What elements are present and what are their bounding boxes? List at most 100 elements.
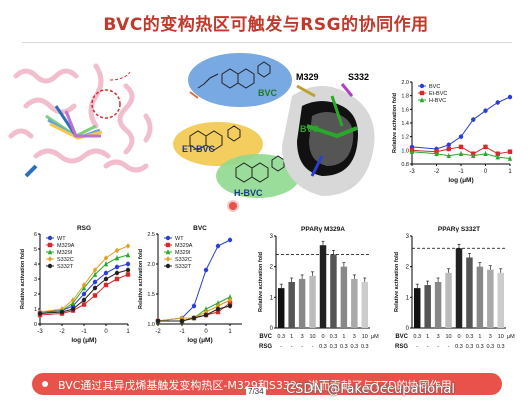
data-point [227, 303, 233, 309]
data-point [81, 291, 87, 297]
data-point [81, 285, 87, 291]
legend-label: Et-BVC [429, 91, 447, 97]
data-point [179, 318, 185, 324]
x-tick-label: -3 [409, 169, 415, 175]
bar [445, 272, 452, 328]
y-tick-label: 2.0 [147, 262, 155, 268]
watermark: CSDN @FakeOccupational [286, 382, 455, 397]
data-point [191, 315, 197, 321]
data-point [227, 294, 233, 300]
data-point [215, 303, 221, 309]
legend-marker [419, 83, 425, 89]
chart-title: PPARγ S332T [438, 226, 480, 233]
rsg-dose-label: 0.3 [466, 344, 474, 350]
legend-marker [165, 256, 171, 262]
data-point [471, 117, 476, 122]
legend-marker [47, 249, 53, 255]
data-point [103, 282, 109, 288]
legend-label: M329A [57, 243, 75, 249]
data-point [471, 153, 476, 158]
bvc-dose-label: 1 [342, 334, 345, 340]
legend-marker [165, 235, 171, 241]
bar [330, 254, 337, 328]
conclusion-text: BVC通过其异戊烯基触发变构热区-M329和S332，进而贡献了与TZD的协同作… [58, 379, 452, 392]
bar [455, 248, 463, 328]
x-tick-label: 1 [228, 329, 232, 335]
legend-label: WT [57, 236, 66, 242]
data-point [92, 285, 98, 291]
data-point [103, 276, 109, 282]
compound-bubbles: BVC ET-BVC H-BVC [173, 53, 300, 198]
bvc-compound-label: BVC [258, 88, 278, 98]
data-point [434, 151, 439, 156]
x-axis-label: log (μM) [71, 337, 96, 344]
data-point [125, 261, 131, 267]
data-point [507, 94, 513, 100]
chart-s332t: 0 1 2 3 PPARγ S332T Relative activation fold 0… [394, 226, 515, 350]
data-point [409, 149, 415, 154]
bar [487, 269, 494, 328]
bar [277, 288, 285, 328]
page-number: 7/34 [246, 387, 266, 396]
data-point [495, 100, 500, 105]
data-point [81, 297, 87, 303]
rsg-dose-label: - [312, 344, 314, 350]
data-point [114, 264, 120, 270]
rsg-dose-label: - [301, 344, 303, 350]
conclusion-banner: BVC通过其异戊烯基触发变构热区-M329和S332，进而贡献了与TZD的协同作… [32, 373, 502, 395]
data-point [483, 151, 488, 156]
y-axis-label: Relative activation fold [258, 252, 264, 312]
legend-marker [419, 90, 425, 96]
data-point [125, 243, 131, 249]
y-tick-label: 5 [34, 247, 37, 253]
bar [288, 282, 295, 328]
bvc-bubble [188, 53, 292, 107]
bar [351, 278, 358, 328]
y-tick-label: 1.8 [401, 94, 409, 100]
et-bvc-compound-label: ET-BVC [182, 144, 216, 154]
y-tick-label: 0 [406, 326, 410, 332]
chart-title: BVC [193, 225, 207, 232]
y-tick-label: 4 [34, 262, 37, 268]
legend-marker [419, 97, 425, 103]
rsg-dose-label: 0.3 [330, 344, 338, 350]
bvc-dose-label: 0 [457, 334, 460, 340]
data-point [203, 306, 209, 312]
legend-label: WT [175, 236, 184, 242]
y-tick-label: 2 [406, 265, 410, 271]
y-tick-label: 2.0 [401, 80, 409, 86]
h-bvc-compound-label: H-BVC [234, 188, 263, 198]
rsg-dose-label: - [416, 344, 418, 350]
y-tick-label: 1.0 [147, 322, 155, 328]
unit-label: μM [507, 334, 515, 340]
ligand-label-bvc: BVC [300, 124, 320, 134]
bvc-row-label: BVC [259, 334, 272, 340]
data-point [215, 300, 221, 306]
data-point [458, 134, 464, 139]
unit-label: μM [371, 334, 379, 340]
data-point [191, 303, 197, 309]
data-point [409, 144, 415, 150]
y-tick-label: 6 [34, 232, 37, 238]
rsg-dose-label: - [427, 344, 429, 350]
bvc-dose-label: 10 [445, 334, 451, 340]
series-line [411, 96, 511, 150]
residue-label-m329: M329 [296, 72, 319, 82]
data-point [114, 247, 120, 254]
data-point [59, 306, 65, 312]
y-tick-label: 3 [406, 234, 410, 240]
data-point [227, 297, 233, 303]
bvc-dose-label: 0.3 [277, 334, 285, 340]
bvc-dose-label: 1 [478, 334, 481, 340]
y-axis-label: Relative activation fold [20, 249, 26, 309]
legend-marker [47, 235, 53, 241]
bar [361, 282, 369, 328]
rsg-row-label: RSG [259, 344, 272, 350]
bar [309, 275, 316, 328]
data-point [59, 309, 65, 315]
legend-label: H-BVC [429, 98, 446, 104]
data-point [114, 276, 120, 282]
bvc-dose-label: 0.3 [330, 334, 338, 340]
binding-pocket-image: M329 S332 BVC [282, 72, 375, 196]
